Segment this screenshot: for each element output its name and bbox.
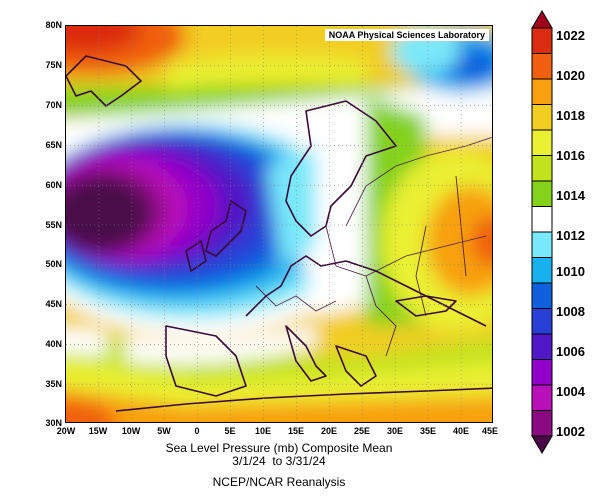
colorbar-label: 1022 [556,28,585,43]
lat-label: 55N [45,220,62,230]
colorbar-label: 1004 [556,384,585,399]
lat-label: 30N [45,418,62,428]
lon-label: 25E [353,426,371,436]
colorbar-label: 1012 [556,228,585,243]
colorbar-swatch [531,333,553,360]
lat-label: 80N [45,20,62,30]
colorbar-swatch [531,282,553,309]
colorbar-label: 1014 [556,188,585,203]
colorbar-swatch [531,180,553,207]
colorbar-label: 1008 [556,304,585,319]
data-source: NCEP/NCAR Reanalysis [212,475,346,489]
colorbar-max-arrow [531,10,553,29]
colorbar-swatch [531,384,553,411]
lon-label: 10E [254,426,272,436]
colorbar-label: 1018 [556,108,585,123]
colorbar-swatch [531,257,553,284]
colorbar-swatch [531,206,553,233]
lon-label: 45E [481,426,499,436]
map-panel: NOAA Physical Sciences Laboratory [65,25,493,423]
lon-label: 35E [419,426,437,436]
lat-label: 70N [45,100,62,110]
colorbar-swatch [531,104,553,131]
colorbar-swatch [531,410,553,437]
colorbar [531,10,553,454]
colorbar-min-arrow [531,435,553,454]
colorbar-swatch [531,129,553,156]
lat-label: 75N [45,60,62,70]
lon-label: 20W [56,426,76,436]
coastlines [66,55,492,412]
colorbar-swatch [531,308,553,335]
lon-label: 5E [224,426,236,436]
pressure-field [66,26,492,422]
lon-label: 15E [287,426,305,436]
lat-label: 60N [45,180,62,190]
lon-label: 10W [121,426,141,436]
pressure-map [66,26,492,422]
lon-label: 20E [320,426,338,436]
colorbar-swatch [531,231,553,258]
colorbar-label: 1006 [556,344,585,359]
lon-label: 15W [88,426,108,436]
lat-label: 50N [45,259,62,269]
lon-label: 0 [194,426,200,436]
lon-label: 5W [157,426,171,436]
lat-label: 45N [45,299,62,309]
colorbar-swatch [531,78,553,105]
colorbar-label: 1002 [556,424,585,439]
lon-label: 40E [452,426,470,436]
colorbar-label: 1016 [556,148,585,163]
lat-label: 65N [45,140,62,150]
graticule [66,26,492,422]
colorbar-swatch [531,53,553,80]
lat-label: 40N [45,339,62,349]
colorbar-swatch [531,27,553,54]
colorbar-label: 1010 [556,264,585,279]
date-range: 3/1/24 to 3/31/24 [232,454,326,468]
lon-label: 30E [386,426,404,436]
credit-label: NOAA Physical Sciences Laboratory [324,29,489,41]
borders [255,136,492,357]
colorbar-swatch [531,155,553,182]
colorbar-label: 1020 [556,68,585,83]
map-title: Sea Level Pressure (mb) Composite Mean [165,441,393,455]
lat-label: 35N [45,379,62,389]
colorbar-swatch [531,359,553,386]
